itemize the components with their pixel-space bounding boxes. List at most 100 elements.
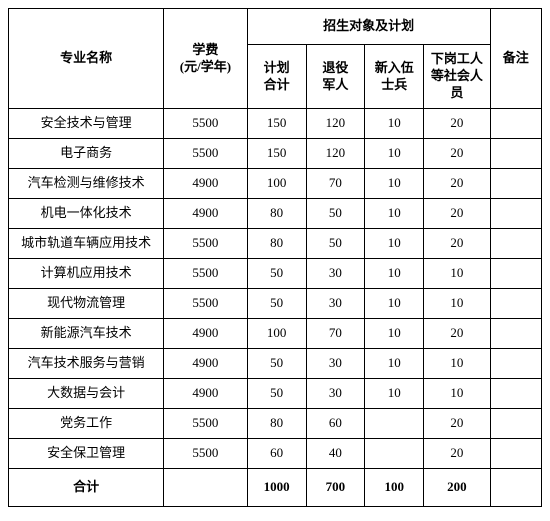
cell-remark [490,139,541,169]
total-label: 合计 [9,469,164,507]
cell-remark [490,319,541,349]
cell-plan_total: 60 [247,439,306,469]
header-major: 专业名称 [9,9,164,109]
header-laid-off: 下岗工人等社会人员 [424,45,490,109]
cell-recruits: 10 [365,229,424,259]
cell-remark [490,379,541,409]
cell-veterans: 120 [306,139,365,169]
table-row: 计算机应用技术550050301010 [9,259,542,289]
cell-veterans: 60 [306,409,365,439]
cell-laid_off: 10 [424,379,490,409]
header-recruits: 新入伍士兵 [365,45,424,109]
cell-tuition: 4900 [164,349,247,379]
cell-veterans: 120 [306,109,365,139]
cell-veterans: 30 [306,379,365,409]
cell-laid_off: 20 [424,109,490,139]
cell-remark [490,259,541,289]
total-plan-total: 1000 [247,469,306,507]
cell-recruits: 10 [365,109,424,139]
cell-laid_off: 20 [424,199,490,229]
table-row: 现代物流管理550050301010 [9,289,542,319]
cell-tuition: 5500 [164,439,247,469]
cell-major: 汽车技术服务与营销 [9,349,164,379]
cell-laid_off: 20 [424,319,490,349]
cell-recruits: 10 [365,199,424,229]
cell-major: 大数据与会计 [9,379,164,409]
cell-tuition: 4900 [164,169,247,199]
total-laid-off: 200 [424,469,490,507]
cell-laid_off: 20 [424,229,490,259]
cell-recruits: 10 [365,259,424,289]
cell-remark [490,289,541,319]
header-plan-total: 计划合计 [247,45,306,109]
table-row: 安全保卫管理55006040 20 [9,439,542,469]
cell-plan_total: 50 [247,259,306,289]
cell-tuition: 4900 [164,199,247,229]
cell-recruits: 10 [365,319,424,349]
cell-plan_total: 50 [247,379,306,409]
cell-recruits [365,409,424,439]
cell-remark [490,439,541,469]
cell-laid_off: 10 [424,349,490,379]
cell-major: 党务工作 [9,409,164,439]
cell-major: 安全技术与管理 [9,109,164,139]
cell-plan_total: 50 [247,289,306,319]
cell-recruits: 10 [365,349,424,379]
total-row: 合计 1000 700 100 200 [9,469,542,507]
total-veterans: 700 [306,469,365,507]
cell-remark [490,199,541,229]
table-row: 汽车检测与维修技术4900100701020 [9,169,542,199]
table-row: 党务工作5500806020 [9,409,542,439]
table-row: 新能源汽车技术4900100701020 [9,319,542,349]
cell-major: 城市轨道车辆应用技术 [9,229,164,259]
cell-remark [490,229,541,259]
table-row: 城市轨道车辆应用技术550080501020 [9,229,542,259]
cell-laid_off: 20 [424,139,490,169]
table-row: 安全技术与管理55001501201020 [9,109,542,139]
cell-veterans: 70 [306,319,365,349]
cell-remark [490,409,541,439]
cell-laid_off: 10 [424,259,490,289]
cell-major: 机电一体化技术 [9,199,164,229]
cell-major: 安全保卫管理 [9,439,164,469]
cell-laid_off: 20 [424,169,490,199]
table-row: 电子商务55001501201020 [9,139,542,169]
total-recruits: 100 [365,469,424,507]
cell-laid_off: 20 [424,439,490,469]
table-row: 汽车技术服务与营销490050301010 [9,349,542,379]
cell-major: 电子商务 [9,139,164,169]
cell-plan_total: 150 [247,139,306,169]
total-remark [490,469,541,507]
cell-veterans: 70 [306,169,365,199]
header-remark: 备注 [490,9,541,109]
table-row: 大数据与会计490050301010 [9,379,542,409]
cell-veterans: 30 [306,289,365,319]
cell-tuition: 5500 [164,109,247,139]
cell-major: 新能源汽车技术 [9,319,164,349]
cell-laid_off: 10 [424,289,490,319]
cell-tuition: 4900 [164,319,247,349]
cell-remark [490,169,541,199]
cell-major: 计算机应用技术 [9,259,164,289]
cell-recruits: 10 [365,289,424,319]
table-body: 安全技术与管理55001501201020电子商务55001501201020汽… [9,109,542,469]
cell-remark [490,349,541,379]
cell-laid_off: 20 [424,409,490,439]
cell-plan_total: 80 [247,199,306,229]
cell-plan_total: 50 [247,349,306,379]
cell-recruits: 10 [365,139,424,169]
cell-tuition: 5500 [164,259,247,289]
cell-major: 汽车检测与维修技术 [9,169,164,199]
cell-tuition: 5500 [164,229,247,259]
cell-tuition: 5500 [164,409,247,439]
enrollment-plan-table: 专业名称 学费(元/学年) 招生对象及计划 备注 计划合计 退役军人 新入伍士兵… [8,8,542,507]
cell-recruits: 10 [365,169,424,199]
cell-veterans: 40 [306,439,365,469]
header-plan-group: 招生对象及计划 [247,9,490,45]
cell-plan_total: 100 [247,169,306,199]
header-tuition: 学费(元/学年) [164,9,247,109]
cell-plan_total: 100 [247,319,306,349]
cell-remark [490,109,541,139]
cell-major: 现代物流管理 [9,289,164,319]
cell-tuition: 5500 [164,289,247,319]
